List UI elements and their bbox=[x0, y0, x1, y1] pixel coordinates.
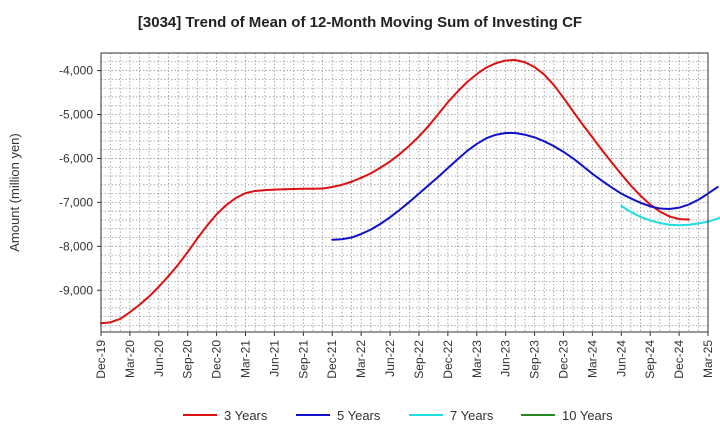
x-tick-label: Dec-22 bbox=[441, 340, 455, 379]
y-tick-label: -6,000 bbox=[59, 151, 93, 165]
plot-area bbox=[101, 53, 708, 332]
y-tick-label: -8,000 bbox=[59, 239, 93, 253]
x-tick-label: Dec-23 bbox=[556, 340, 570, 379]
x-tick-label: Mar-20 bbox=[123, 340, 137, 378]
legend-label-7-years: 7 Years bbox=[450, 408, 494, 423]
x-tick-label: Jun-21 bbox=[267, 340, 281, 377]
x-tick-label: Mar-24 bbox=[585, 340, 599, 378]
x-tick-label: Dec-24 bbox=[672, 340, 686, 379]
y-axis-title: Amount (million yen) bbox=[7, 133, 22, 252]
x-tick-label: Sep-22 bbox=[412, 340, 426, 379]
x-tick-label: Jun-22 bbox=[383, 340, 397, 377]
plot-border bbox=[100, 52, 709, 333]
legend-label-10-years: 10 Years bbox=[562, 408, 613, 423]
x-tick-label: Sep-21 bbox=[296, 340, 310, 379]
x-tick-label: Sep-23 bbox=[528, 340, 542, 379]
legend-label-5-years: 5 Years bbox=[337, 408, 381, 423]
x-tick-label: Mar-21 bbox=[239, 340, 253, 378]
series-line-7-years bbox=[620, 204, 720, 227]
y-tick-label: -4,000 bbox=[59, 64, 93, 78]
y-tick-label: -7,000 bbox=[59, 195, 93, 209]
x-tick-label: Jun-24 bbox=[614, 340, 628, 377]
chart-title: [3034] Trend of Mean of 12-Month Moving … bbox=[137, 14, 583, 31]
series-line-3-years bbox=[100, 59, 690, 325]
x-tick-label: Mar-22 bbox=[354, 340, 368, 378]
x-tick-label: Mar-23 bbox=[470, 340, 484, 378]
series-line-5-years bbox=[331, 131, 719, 241]
x-tick-label: Sep-24 bbox=[643, 340, 657, 379]
x-tick-label: Sep-20 bbox=[181, 340, 195, 379]
y-tick-label: -9,000 bbox=[59, 283, 93, 297]
x-tick-label: Jun-20 bbox=[152, 340, 166, 377]
x-tick-label: Jun-23 bbox=[499, 340, 513, 377]
legend-label-3-years: 3 Years bbox=[224, 408, 268, 423]
y-tick-label: -5,000 bbox=[59, 108, 93, 122]
x-tick-label: Dec-21 bbox=[325, 340, 339, 379]
x-tick-label: Mar-25 bbox=[701, 340, 715, 378]
x-tick-label: Dec-19 bbox=[94, 340, 108, 379]
x-tick-label: Dec-20 bbox=[210, 340, 224, 379]
